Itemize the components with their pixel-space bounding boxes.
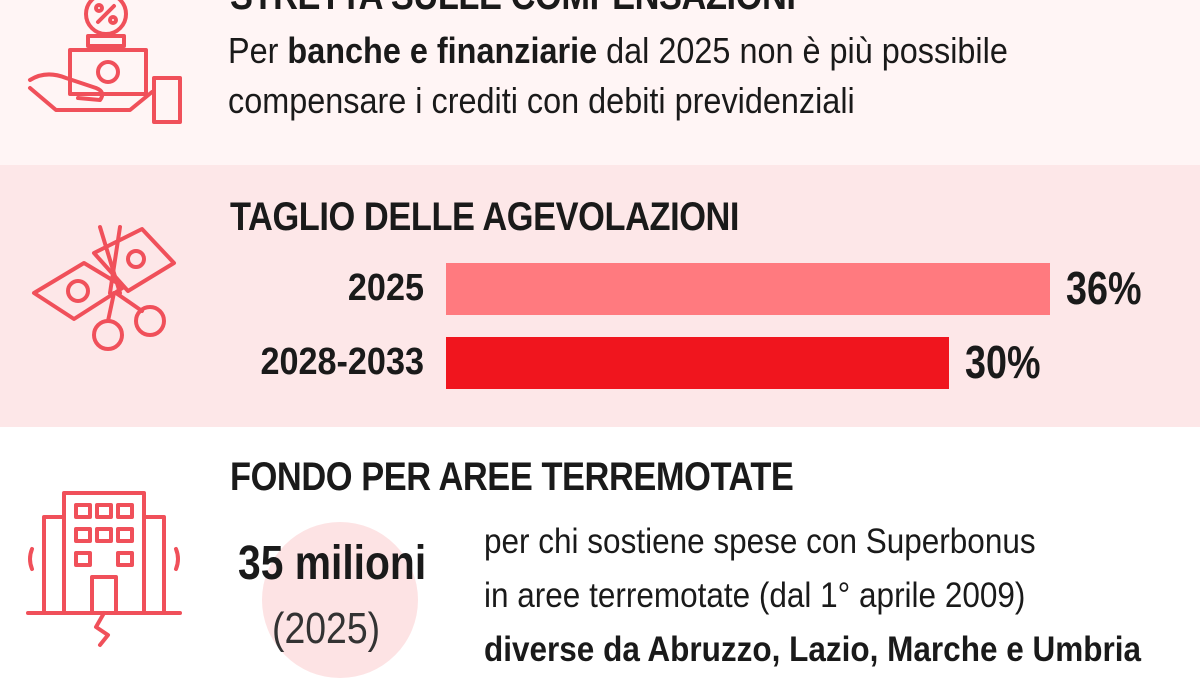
terremoto-line-3: diverse da Abruzzo, Lazio, Marche e Umbr… bbox=[484, 630, 1142, 669]
bar-value-2025: 36% bbox=[1066, 262, 1142, 314]
fund-amount: 35 milioni bbox=[238, 537, 427, 590]
fund-year: (2025) bbox=[272, 604, 381, 653]
bar-2025 bbox=[446, 263, 1050, 315]
scissors-cutting-money-icon bbox=[24, 223, 184, 373]
compensazioni-bold: banche e finanziarie bbox=[287, 30, 598, 71]
bar-value-2028-2033: 30% bbox=[965, 336, 1041, 388]
compensazioni-heading: STRETTA SULLE COMPENSAZIONI bbox=[230, 0, 796, 19]
compensazioni-section: STRETTA SULLE COMPENSAZIONI Per banche e… bbox=[0, 0, 1200, 165]
compensazioni-text: Per banche e finanziarie dal 2025 non è … bbox=[228, 30, 1008, 121]
terremoto-heading: FONDO PER AREE TERREMOTATE bbox=[230, 455, 794, 499]
agevolazioni-heading: TAGLIO DELLE AGEVOLAZIONI bbox=[230, 195, 740, 239]
terremoto-text: per chi sostiene spese con Superbonus in… bbox=[484, 515, 1141, 677]
agevolazioni-section: TAGLIO DELLE AGEVOLAZIONI 2025 36% 2028-20… bbox=[0, 165, 1200, 427]
terremoto-line-2: in aree terremotate (dal 1° aprile 2009) bbox=[484, 576, 1026, 615]
amount-highlight-circle bbox=[262, 522, 418, 678]
bar-label-2028-2033: 2028-2033 bbox=[260, 341, 424, 383]
terremoto-section: FONDO PER AREE TERREMOTATE bbox=[0, 427, 1200, 675]
cracked-building-icon bbox=[24, 489, 184, 649]
bar-2028-2033 bbox=[446, 337, 949, 389]
bar-label-2025: 2025 bbox=[347, 267, 424, 309]
hand-money-percent-icon bbox=[26, 0, 186, 132]
terremoto-line-1: per chi sostiene spese con Superbonus bbox=[484, 522, 1036, 561]
